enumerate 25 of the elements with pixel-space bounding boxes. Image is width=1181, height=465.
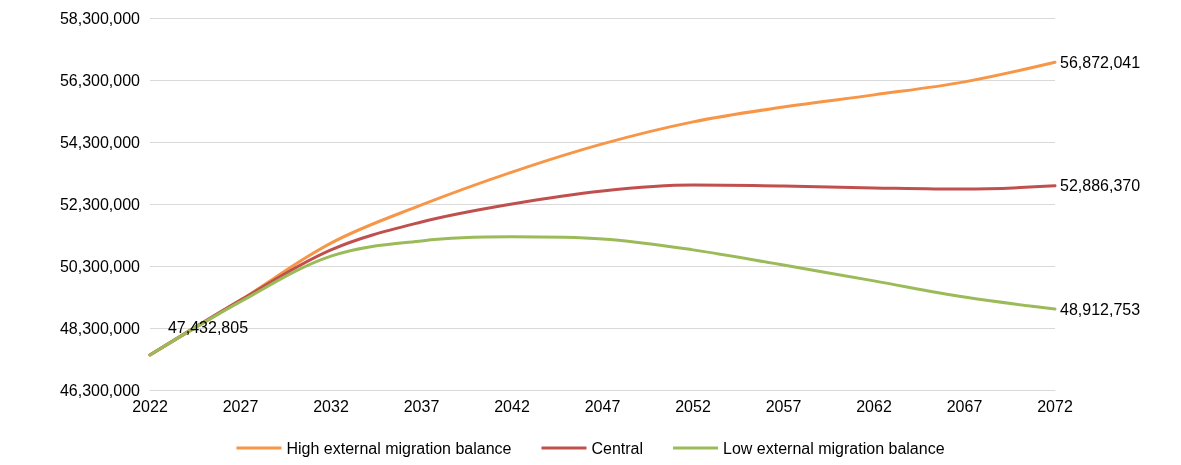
- data-label: 52,886,370: [1060, 177, 1141, 195]
- x-tick-label: 2057: [765, 397, 802, 415]
- line-series: [148, 235, 1057, 357]
- legend-label: Central: [591, 439, 644, 457]
- data-label: 56,872,041: [1060, 53, 1141, 71]
- y-tick-label: 48,300,000: [59, 319, 141, 337]
- x-tick-label: 2027: [222, 397, 259, 415]
- x-tick-label: 2042: [494, 397, 530, 415]
- y-tick-label: 52,300,000: [59, 195, 141, 213]
- x-tick-label: 2067: [946, 397, 983, 415]
- y-tick-label: 58,300,000: [59, 9, 141, 27]
- x-tick-label: 2037: [403, 397, 440, 415]
- x-tick-label: 2072: [1037, 397, 1073, 415]
- x-tick-label: 2022: [132, 397, 168, 415]
- x-tick-label: 2052: [675, 397, 711, 415]
- x-tick-label: 2032: [313, 397, 349, 415]
- legend-label: Low external migration balance: [723, 439, 945, 457]
- legend-label: High external migration balance: [286, 439, 512, 457]
- x-tick-label: 2047: [584, 397, 621, 415]
- y-tick-label: 46,300,000: [59, 381, 141, 399]
- y-tick-label: 56,300,000: [59, 71, 141, 89]
- x-tick-label: 2062: [856, 397, 892, 415]
- y-tick-label: 54,300,000: [59, 133, 141, 151]
- y-tick-label: 50,300,000: [59, 257, 141, 275]
- data-label: 48,912,753: [1060, 300, 1141, 318]
